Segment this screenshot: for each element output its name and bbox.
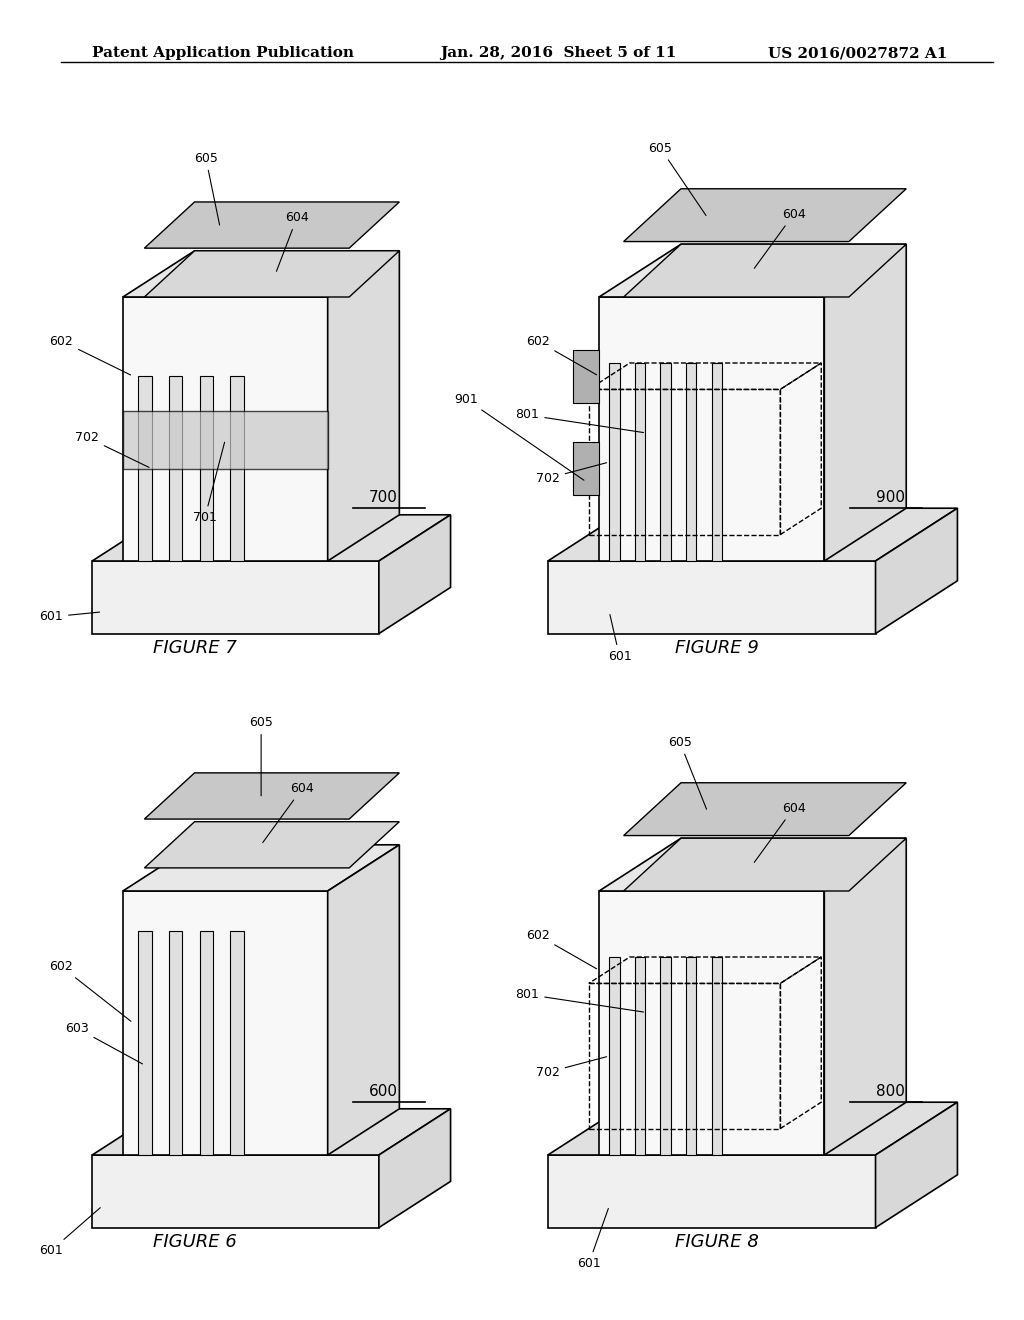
Polygon shape (599, 244, 906, 297)
Polygon shape (548, 1155, 876, 1228)
Text: 601: 601 (607, 615, 632, 663)
Polygon shape (635, 363, 645, 561)
Polygon shape (230, 931, 244, 1155)
Text: Patent Application Publication: Patent Application Publication (92, 46, 354, 61)
Text: 602: 602 (49, 334, 131, 375)
Text: 605: 605 (249, 715, 273, 796)
Text: FIGURE 8: FIGURE 8 (675, 1233, 759, 1251)
Text: 601: 601 (39, 610, 99, 623)
Polygon shape (624, 838, 906, 891)
Polygon shape (635, 957, 645, 1155)
Polygon shape (169, 931, 182, 1155)
Polygon shape (824, 244, 906, 561)
Text: 702: 702 (536, 1057, 606, 1078)
Polygon shape (379, 1109, 451, 1228)
Polygon shape (686, 363, 696, 561)
Polygon shape (686, 957, 696, 1155)
Text: Jan. 28, 2016  Sheet 5 of 11: Jan. 28, 2016 Sheet 5 of 11 (440, 46, 677, 61)
Polygon shape (169, 376, 182, 561)
Text: 600: 600 (369, 1084, 397, 1098)
Text: 602: 602 (525, 334, 597, 375)
Polygon shape (876, 1102, 957, 1228)
Text: 801: 801 (515, 987, 643, 1012)
Polygon shape (92, 1155, 379, 1228)
Polygon shape (328, 845, 399, 1155)
Polygon shape (230, 376, 244, 561)
Polygon shape (144, 202, 399, 248)
Polygon shape (123, 845, 399, 891)
Text: 604: 604 (755, 207, 806, 268)
Text: 605: 605 (194, 152, 219, 224)
Polygon shape (712, 957, 722, 1155)
Polygon shape (123, 891, 328, 1155)
Polygon shape (599, 891, 824, 1155)
Polygon shape (138, 376, 152, 561)
Polygon shape (548, 561, 876, 634)
Polygon shape (609, 363, 620, 561)
Polygon shape (573, 350, 599, 403)
Polygon shape (144, 772, 399, 818)
Text: 603: 603 (65, 1022, 142, 1064)
Polygon shape (609, 957, 620, 1155)
Polygon shape (92, 561, 379, 634)
Polygon shape (573, 442, 599, 495)
Polygon shape (599, 297, 824, 561)
Text: 604: 604 (263, 781, 314, 842)
Polygon shape (624, 189, 906, 242)
Text: FIGURE 6: FIGURE 6 (153, 1233, 237, 1251)
Polygon shape (548, 1102, 957, 1155)
Polygon shape (123, 297, 328, 561)
Text: 801: 801 (515, 408, 643, 433)
Text: 602: 602 (525, 928, 597, 969)
Text: FIGURE 9: FIGURE 9 (675, 639, 759, 657)
Text: 901: 901 (454, 392, 584, 480)
Polygon shape (379, 515, 451, 634)
Text: 900: 900 (876, 490, 904, 504)
Polygon shape (712, 363, 722, 561)
Text: 800: 800 (876, 1084, 904, 1098)
Text: 605: 605 (668, 735, 707, 809)
Text: 602: 602 (49, 960, 131, 1022)
Text: 702: 702 (75, 430, 150, 467)
Text: 605: 605 (648, 141, 706, 215)
Polygon shape (328, 251, 399, 561)
Polygon shape (624, 783, 906, 836)
Text: 604: 604 (755, 801, 806, 862)
Polygon shape (660, 957, 671, 1155)
Polygon shape (92, 1109, 451, 1155)
Polygon shape (824, 838, 906, 1155)
Text: 700: 700 (369, 490, 397, 504)
Polygon shape (92, 515, 451, 561)
Text: 702: 702 (536, 463, 606, 484)
Polygon shape (660, 363, 671, 561)
Text: 604: 604 (276, 211, 309, 272)
Polygon shape (144, 821, 399, 869)
Text: US 2016/0027872 A1: US 2016/0027872 A1 (768, 46, 947, 61)
Polygon shape (200, 376, 213, 561)
Polygon shape (123, 411, 328, 469)
Text: 701: 701 (193, 442, 224, 524)
Polygon shape (548, 508, 957, 561)
Polygon shape (123, 251, 399, 297)
Text: 601: 601 (39, 1208, 100, 1257)
Polygon shape (144, 251, 399, 297)
Polygon shape (599, 838, 906, 891)
Polygon shape (138, 931, 152, 1155)
Text: 601: 601 (577, 1208, 608, 1270)
Polygon shape (876, 508, 957, 634)
Polygon shape (624, 244, 906, 297)
Text: FIGURE 7: FIGURE 7 (153, 639, 237, 657)
Polygon shape (200, 931, 213, 1155)
